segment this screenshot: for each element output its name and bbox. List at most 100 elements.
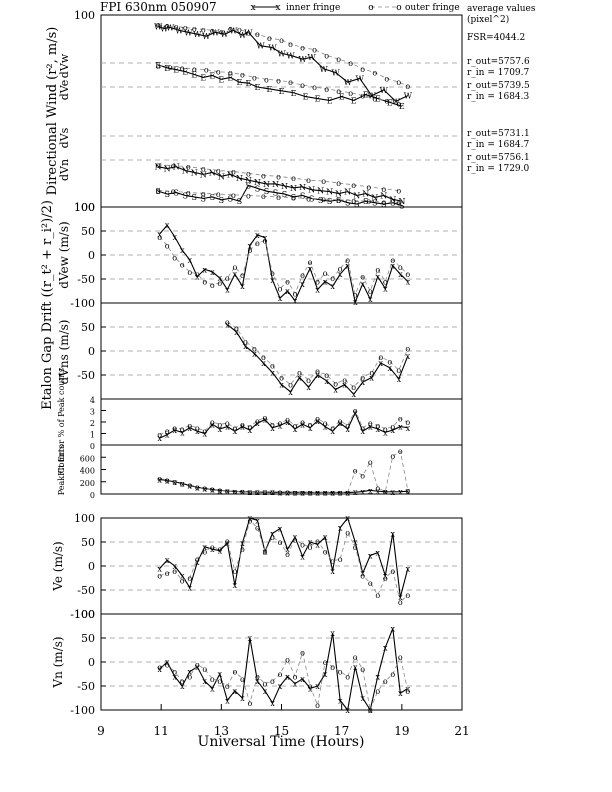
wind-n-outer-point-16: o xyxy=(396,187,401,196)
wind-n-outer-point-2: o xyxy=(186,163,191,172)
fit_error-ytick-label-3: 1 xyxy=(90,431,95,440)
wind-n-inner-point-24: N xyxy=(371,193,378,202)
vn-inner-point-15: x xyxy=(270,699,275,708)
wind-w-outer-point-10: o xyxy=(246,28,251,37)
vn-outer-point-21: o xyxy=(315,701,320,710)
ve-outer-point-6: o xyxy=(202,548,207,557)
dvew-outer-point-10: o xyxy=(232,263,237,272)
dvew-yticks: 100 50 0 -50 -100 xyxy=(70,201,106,310)
side-note-rin-3: r_in = 1684.7 xyxy=(467,140,530,150)
peak_counts-outer-point-5: o xyxy=(195,483,200,492)
dvew-outer-point-4: o xyxy=(187,268,192,277)
peak_counts-inner-point-21: x xyxy=(315,488,320,497)
wind-s-outer-point-2: o xyxy=(186,189,191,198)
vn-outer-point-31: o xyxy=(390,670,395,679)
fit_error-outer-point-27: o xyxy=(360,424,365,433)
peak_counts-inner-point-16: x xyxy=(278,488,283,497)
fit_error-outer-point-28: o xyxy=(368,419,373,428)
dvns-inner-point-3: x xyxy=(252,349,257,358)
fit_error-outer-point-2: o xyxy=(172,424,177,433)
ve-inner-point-5: x xyxy=(195,558,200,567)
peak_counts-outer-point-15: o xyxy=(270,488,275,497)
vn-inner-point-7: x xyxy=(210,684,215,693)
fit_error-outer-point-33: o xyxy=(405,418,410,427)
ve-outer-point-21: o xyxy=(315,537,320,546)
wind-s-inner-point-14: S xyxy=(282,190,287,199)
vn-outer-point-29: o xyxy=(375,687,380,696)
wind-w-inner-point-3: W xyxy=(175,26,184,35)
vn-outer-point-5: o xyxy=(195,660,200,669)
legend-inner-marker-a: x xyxy=(250,3,255,13)
vn-inner-point-2: x xyxy=(172,672,177,681)
ve-outer-point-12: o xyxy=(247,516,252,525)
wind-s-inner-point-4: S xyxy=(192,193,197,202)
fit_error-inner-point-13: x xyxy=(255,419,260,428)
wind-w-inner-point-10: W xyxy=(238,31,247,40)
peak_counts-inner-point-8: x xyxy=(218,486,223,495)
wind-n-inner-point-19: N xyxy=(326,188,333,197)
vn-inner-point-19: x xyxy=(300,675,305,684)
peak_counts-outer-point-20: o xyxy=(308,488,313,497)
vn-outer-point-6: o xyxy=(202,665,207,674)
dvew-outer-point-2: o xyxy=(172,253,177,262)
wind-n-outer-point-12: o xyxy=(336,179,341,188)
ve-inner-point-31: x xyxy=(391,529,396,538)
wind-w-outer-point-16: o xyxy=(312,46,317,55)
wind-n-outer-point-6: o xyxy=(246,169,251,178)
peak_counts-outer-point-4: o xyxy=(187,481,192,490)
wind-s-inner-point-5: S xyxy=(201,194,206,203)
peak_counts-inner-point-13: x xyxy=(255,488,260,497)
wind-n-outer-point-7: o xyxy=(261,171,266,180)
vn-ytick-label-3: -50 xyxy=(77,680,95,693)
vn-inner-point-10: x xyxy=(233,687,238,696)
wind-n-inner-point-9: N xyxy=(236,174,243,183)
dvew-inner-point-27: x xyxy=(360,280,365,289)
vn-inner-point-29: x xyxy=(376,672,381,681)
wind-w-inner-point-19: W xyxy=(332,69,341,78)
wind-e-inner-point-13: E xyxy=(279,87,285,96)
fit_error-outer-point-24: o xyxy=(338,417,343,426)
wind-e-outer-point-16: o xyxy=(348,89,353,98)
ve-inner-point-4: x xyxy=(187,584,192,593)
vn-inner-point-22: x xyxy=(323,670,328,679)
ve-outer-point-22: o xyxy=(323,548,328,557)
ve-outer-point-31: o xyxy=(390,567,395,576)
wind-w-inner-point-7: W xyxy=(211,28,220,37)
wind-n-inner-point-13: N xyxy=(272,180,279,189)
peak_counts-inner-point-4: x xyxy=(187,481,192,490)
ve-inner-point-1: x xyxy=(165,556,170,565)
x-axis: 9 11 13 15 17 19 21 xyxy=(97,704,470,738)
vn-inner-line xyxy=(159,628,409,712)
wind-n-inner-point-18: N xyxy=(317,187,324,196)
wind-e-outer-point-11: o xyxy=(288,78,293,87)
vn-outer-point-11: o xyxy=(240,675,245,684)
fit_error-ytick-label-4: 0 xyxy=(90,442,95,451)
wind-e-outer-point-7: o xyxy=(240,71,245,80)
dvns-outer-point-15: o xyxy=(360,373,365,382)
wind-w-inner-point-24: W xyxy=(392,97,401,106)
ve-inner-point-14: x xyxy=(263,548,268,557)
dvew-ytick-label-2: 0 xyxy=(88,249,95,262)
peak_counts-outer-point-11: o xyxy=(240,488,245,497)
x-tick-label-6: 21 xyxy=(454,724,469,738)
wind-sublabel-dvs: dVs xyxy=(58,127,71,148)
dvew-inner-point-13: x xyxy=(255,231,260,240)
dvew-outer-point-17: o xyxy=(285,277,290,286)
dvew-outer-point-28: o xyxy=(368,287,373,296)
vn-inner-point-5: x xyxy=(195,663,200,672)
dvns-ytick-label-2: -50 xyxy=(77,369,95,382)
wind-e-inner-point-1: E xyxy=(164,64,170,73)
dvew-inner-point-32: x xyxy=(398,270,403,279)
dvew-outer-point-33: o xyxy=(405,270,410,279)
peak_counts-outer-point-29: o xyxy=(375,484,380,493)
peak_counts-inner-point-24: x xyxy=(338,488,343,497)
wind-w-inner-point-17: W xyxy=(307,53,316,62)
dvew-inner-point-28: x xyxy=(368,295,373,304)
fit_error-ytick-label-1: 3 xyxy=(90,408,95,417)
wind-s-outer-point-13: o xyxy=(351,197,356,206)
fit_error-inner-point-5: x xyxy=(195,427,200,436)
wind-e-outer-point-1: o xyxy=(168,63,173,72)
